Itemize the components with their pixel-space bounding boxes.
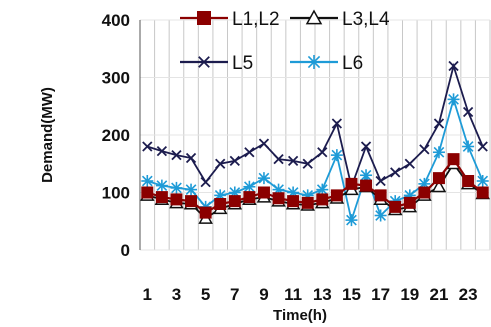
data-point xyxy=(420,145,429,154)
y-axis-title: Demand(MW) xyxy=(39,87,56,183)
data-point xyxy=(156,191,168,203)
legend-label: L6 xyxy=(342,53,363,74)
x-tick-label: 19 xyxy=(400,285,419,304)
data-point xyxy=(245,148,254,157)
y-tick-label: 300 xyxy=(102,69,130,88)
data-point xyxy=(243,191,255,203)
x-tick-label: 17 xyxy=(371,285,390,304)
x-tick-label: 1 xyxy=(143,285,152,304)
x-tick-labels: 1 3 5 7 9 11 13 15 17 19 21 23 xyxy=(143,285,478,304)
y-tick-label: 0 xyxy=(121,241,130,260)
x-tick-label: 7 xyxy=(230,285,239,304)
data-point xyxy=(273,192,285,204)
data-point xyxy=(185,184,197,196)
data-point xyxy=(287,195,299,207)
gridlines xyxy=(140,20,490,250)
data-point xyxy=(391,168,400,177)
data-point xyxy=(200,207,212,219)
data-point xyxy=(185,195,197,207)
data-point xyxy=(318,148,327,157)
data-point xyxy=(258,187,270,199)
data-point xyxy=(331,149,343,161)
data-point xyxy=(375,189,387,201)
data-point xyxy=(141,187,153,199)
data-point xyxy=(258,172,270,184)
y-tick-label: 400 xyxy=(102,11,130,30)
data-point xyxy=(448,93,460,105)
data-point xyxy=(345,214,357,226)
data-point xyxy=(197,11,211,25)
data-point xyxy=(214,198,226,210)
data-point xyxy=(170,182,182,194)
legend-label: L5 xyxy=(232,53,253,74)
data-point xyxy=(389,201,401,213)
y-tick-labels: 0 100 200 300 400 xyxy=(102,11,130,260)
data-point xyxy=(375,210,387,222)
data-point xyxy=(229,195,241,207)
data-point xyxy=(302,197,314,209)
data-point xyxy=(307,55,321,69)
x-tick-label: 3 xyxy=(172,285,181,304)
x-tick-label: 9 xyxy=(259,285,268,304)
data-point xyxy=(404,197,416,209)
data-point xyxy=(376,177,385,186)
data-point xyxy=(464,108,473,117)
data-point xyxy=(448,153,460,165)
data-point xyxy=(141,175,153,187)
data-point xyxy=(243,181,255,193)
data-point xyxy=(477,187,489,199)
data-point xyxy=(362,142,371,151)
data-point xyxy=(143,142,152,151)
data-point xyxy=(360,180,372,192)
x-tick-label: 21 xyxy=(429,285,448,304)
data-point xyxy=(345,178,357,190)
data-point xyxy=(462,141,474,153)
x-axis-title: Time(h) xyxy=(273,307,327,324)
x-tick-label: 13 xyxy=(313,285,332,304)
legend-label: L1,L2 xyxy=(232,9,280,30)
data-point xyxy=(201,178,210,187)
data-point xyxy=(418,187,430,199)
data-point xyxy=(316,193,328,205)
x-tick-label: 11 xyxy=(284,285,302,304)
y-tick-label: 200 xyxy=(102,126,130,145)
data-point xyxy=(462,175,474,187)
data-point xyxy=(433,172,445,184)
data-point xyxy=(433,146,445,158)
data-point xyxy=(405,159,414,168)
data-point xyxy=(331,189,343,201)
data-point xyxy=(477,175,489,187)
data-point xyxy=(170,193,182,205)
data-point xyxy=(156,180,168,192)
x-tick-label: 5 xyxy=(201,285,210,304)
legend-entry: L6 xyxy=(290,53,363,74)
legend-label: L3,L4 xyxy=(342,9,390,30)
x-tick-label: 15 xyxy=(342,285,361,304)
data-point xyxy=(259,139,268,148)
data-point xyxy=(478,142,487,151)
y-tick-label: 100 xyxy=(102,184,130,203)
x-tick-label: 23 xyxy=(459,285,478,304)
legend-entry: L5 xyxy=(180,53,253,74)
